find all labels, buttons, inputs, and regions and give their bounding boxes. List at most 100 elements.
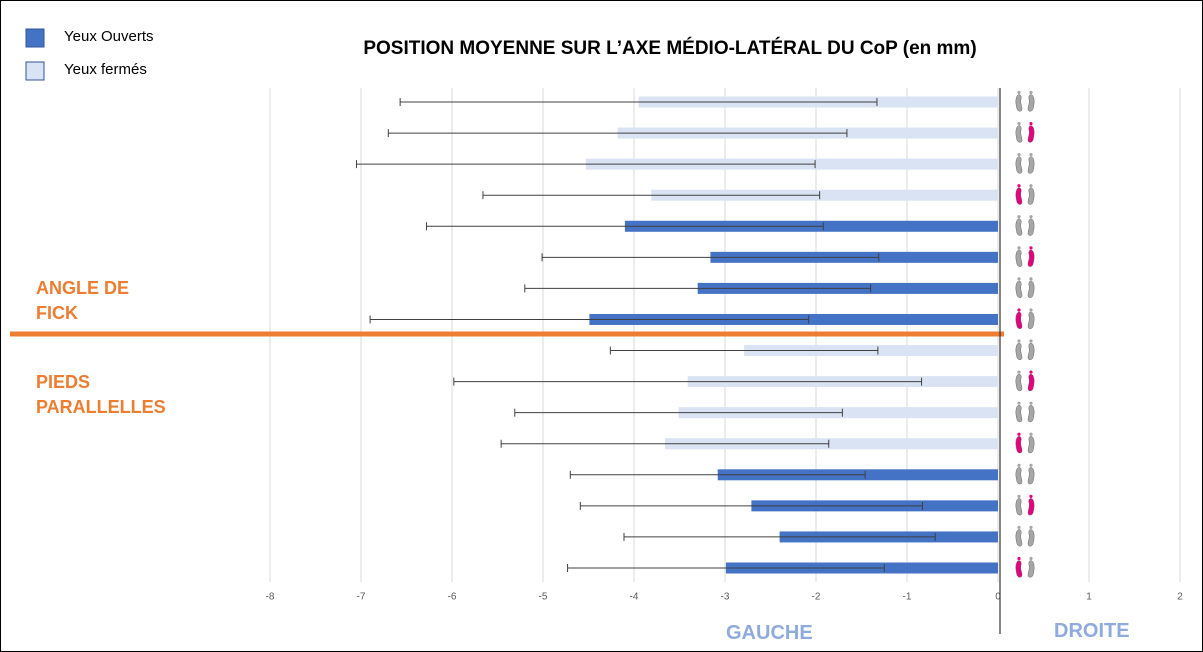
- x-tick-label: -3: [721, 592, 730, 603]
- foot-sole: [1027, 373, 1035, 392]
- foot-toe: [1029, 308, 1033, 312]
- foot-sole: [1027, 249, 1035, 267]
- foot-sole: [1027, 404, 1035, 423]
- foot-sole: [1015, 311, 1023, 329]
- foot-toe: [1017, 153, 1021, 157]
- foot-sole: [1015, 156, 1023, 174]
- foot-toe: [1017, 308, 1021, 312]
- foot-sole: [1027, 94, 1035, 112]
- foot-sole: [1015, 404, 1023, 423]
- error-bar: [569, 470, 866, 479]
- foot-icon: [1027, 121, 1035, 143]
- foot-toe: [1017, 556, 1021, 561]
- foot-sole: [1015, 249, 1023, 267]
- error-bar: [355, 160, 816, 169]
- foot-sole: [1015, 342, 1023, 361]
- foot-icon: [1027, 308, 1035, 329]
- foot-sole: [1015, 498, 1023, 516]
- foot-icon: [1027, 463, 1035, 485]
- marks: [355, 96, 998, 574]
- foot-sole: [1027, 311, 1035, 329]
- foot-toe: [1029, 215, 1033, 219]
- foot-icon: [1015, 463, 1023, 485]
- error-bar: [500, 439, 830, 448]
- foot-icon: [1015, 121, 1023, 143]
- x-tick-label: 2: [1177, 592, 1183, 603]
- error-bar: [387, 129, 848, 138]
- foot-icon: [1027, 246, 1035, 267]
- foot-toe: [1017, 525, 1021, 530]
- error-bar: [579, 501, 923, 510]
- error-bar: [399, 98, 878, 106]
- error-bar: [623, 532, 936, 541]
- legend-swatch: [25, 28, 45, 48]
- foot-icon: [1027, 401, 1035, 423]
- foot-sole: [1015, 187, 1023, 205]
- foot-icon: [1015, 556, 1023, 578]
- foot-sole: [1015, 373, 1023, 392]
- legend-label: Yeux fermés: [64, 61, 147, 78]
- annotation: GAUCHE: [726, 622, 813, 644]
- foot-toe: [1017, 339, 1021, 343]
- x-tick-label: -1: [903, 592, 912, 603]
- foot-toe: [1029, 556, 1033, 561]
- foot-icon: [1015, 215, 1023, 236]
- foot-toe: [1029, 90, 1033, 95]
- foot-sole: [1015, 125, 1023, 143]
- x-tick-label: 0: [995, 592, 1001, 603]
- foot-icon: [1027, 90, 1035, 112]
- foot-toe: [1017, 184, 1021, 188]
- foot-icon: [1027, 153, 1035, 174]
- legend-label: Yeux Ouverts: [64, 28, 154, 45]
- legend-swatch: [25, 61, 45, 81]
- foot-sole: [1027, 342, 1035, 361]
- x-tick-label: -8: [266, 592, 275, 603]
- foot-sole: [1027, 125, 1035, 143]
- annotation: ANGLE DE FICK: [36, 278, 130, 323]
- bar: [664, 438, 998, 450]
- foot-icon: [1015, 370, 1023, 392]
- foot-sole: [1015, 280, 1023, 298]
- foot-icon: [1027, 215, 1035, 236]
- chart-title: POSITION MOYENNE SUR L’AXE MÉDIO-LATÉRAL…: [363, 37, 976, 59]
- foot-toe: [1017, 277, 1021, 281]
- foot-icon: [1027, 525, 1035, 547]
- x-tick-label: -4: [630, 592, 639, 603]
- foot-toe: [1029, 463, 1033, 467]
- bar: [651, 189, 998, 201]
- foot-icon: [1027, 339, 1035, 361]
- foot-sole: [1015, 436, 1023, 454]
- foot-icon: [1015, 308, 1023, 329]
- error-bar: [609, 346, 879, 355]
- foot-icon: [1015, 153, 1023, 174]
- foot-icon: [1027, 432, 1035, 454]
- foot-sole: [1027, 529, 1035, 547]
- foot-sole: [1027, 560, 1035, 578]
- x-tick-label: -7: [357, 592, 366, 603]
- foot-toe: [1029, 525, 1033, 530]
- foot-sole: [1015, 529, 1023, 547]
- foot-icon: [1015, 401, 1023, 423]
- foot-toe: [1017, 370, 1021, 374]
- foot-icon: [1027, 277, 1035, 298]
- foot-toe: [1029, 246, 1033, 250]
- foot-icon: [1015, 246, 1023, 267]
- foot-toe: [1017, 246, 1021, 250]
- foot-toe: [1029, 370, 1033, 374]
- foot-icon: [1015, 432, 1023, 454]
- foot-icon: [1015, 525, 1023, 547]
- error-bar: [514, 408, 843, 417]
- foot-sole: [1015, 467, 1023, 485]
- foot-toe: [1017, 215, 1021, 219]
- foot-sole: [1027, 280, 1035, 298]
- foot-sole: [1027, 498, 1035, 516]
- error-bar: [482, 191, 821, 200]
- foot-toe: [1029, 153, 1033, 157]
- foot-toe: [1029, 184, 1033, 188]
- foot-icon: [1027, 370, 1035, 392]
- foot-icon: [1015, 277, 1023, 298]
- error-bar: [369, 315, 810, 324]
- foot-icon: [1015, 494, 1023, 516]
- x-tick-label: -2: [812, 592, 821, 603]
- foot-sole: [1027, 156, 1035, 174]
